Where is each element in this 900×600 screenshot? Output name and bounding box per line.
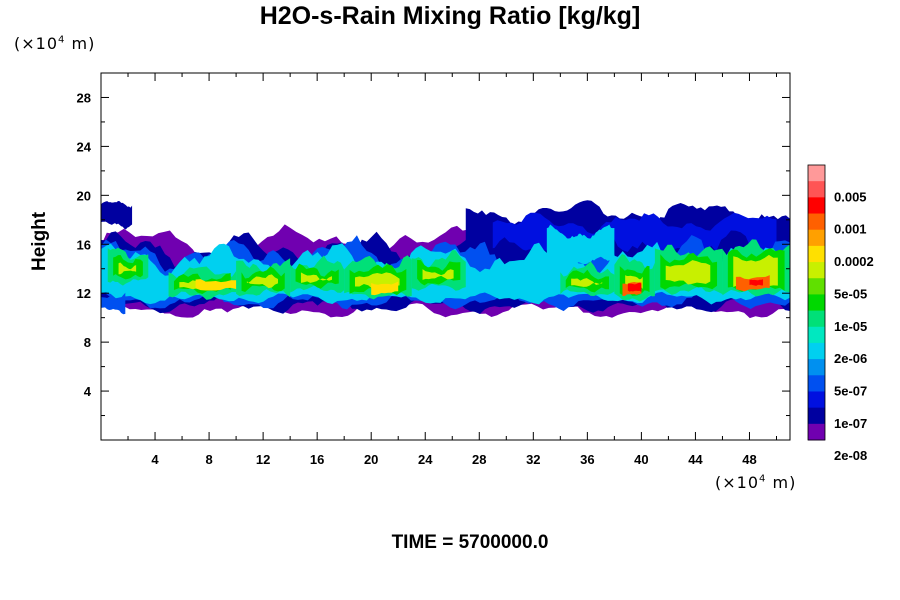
colorbar-label: 1e-05	[834, 319, 867, 334]
field-contour-cyan-patch	[546, 224, 615, 269]
colorbar-label: 0.001	[834, 222, 867, 237]
x-tick-label: 20	[364, 452, 378, 467]
time-annotation: TIME = 5700000.0	[391, 532, 549, 553]
colorbar-swatch	[808, 165, 825, 182]
colorbar-label: 2e-08	[834, 448, 867, 463]
mixing-ratio-field	[101, 200, 790, 319]
field-core	[749, 279, 763, 286]
x-tick-label: 16	[310, 452, 324, 467]
colorbar: 0.005 0.001 0.0002 5e-05 1e-05 2e-06 5e-07 1e-0…	[807, 164, 874, 463]
colorbar-swatch	[808, 359, 825, 376]
y-tick-label: 8	[84, 335, 91, 350]
field-contour-left-bottom	[101, 292, 126, 315]
colorbar-swatch	[808, 181, 825, 198]
colorbar-swatch	[808, 342, 825, 360]
y-axis-unit: (×104 m)	[14, 34, 96, 53]
colorbar-label: 5e-07	[834, 383, 867, 398]
colorbar-label: 0.0002	[834, 254, 874, 269]
field-contour-5e-05-core	[118, 262, 137, 275]
y-tick-label: 28	[77, 90, 91, 105]
colorbar-swatch	[808, 310, 825, 328]
colorbar-swatch	[808, 213, 825, 231]
x-tick-label: 40	[634, 452, 648, 467]
field-contour-5e-05-core	[422, 269, 454, 280]
y-tick-label: 4	[84, 384, 92, 399]
colorbar-label: 1e-07	[834, 416, 867, 431]
field-contour-5e-05-core	[300, 272, 333, 283]
chart-title: H2O-s-Rain Mixing Ratio [kg/kg]	[259, 2, 641, 30]
colorbar-swatch	[808, 229, 825, 247]
field-contour-left-top	[101, 201, 133, 230]
colorbar-swatch	[808, 197, 825, 215]
x-tick-label: 32	[526, 452, 540, 467]
y-axis: 4 8 12 16 20 24 28	[77, 72, 790, 417]
colorbar-swatch	[808, 407, 825, 425]
field-core	[371, 281, 399, 296]
colorbar-swatch	[808, 326, 825, 344]
colorbar-label: 2e-06	[834, 351, 867, 366]
colorbar-swatch	[808, 262, 825, 279]
field-contour-5e-05-core	[246, 274, 278, 289]
x-axis-unit: (×104 m)	[715, 473, 797, 492]
x-tick-label: 48	[742, 452, 756, 467]
x-axis: 4 8 12 16 20 24 28 32 36 40 44 48	[127, 73, 777, 467]
y-tick-label: 16	[77, 237, 91, 252]
colorbar-label: 0.005	[834, 189, 867, 204]
colorbar-swatch	[808, 423, 825, 441]
y-tick-label: 24	[77, 139, 92, 154]
x-tick-label: 4	[151, 452, 159, 467]
colorbar-swatch	[808, 278, 825, 295]
field-contour-5e-05-core	[571, 278, 603, 287]
field-core	[195, 279, 237, 291]
colorbar-swatch	[808, 294, 825, 312]
colorbar-swatch	[808, 391, 825, 409]
plot-frame	[100, 72, 791, 441]
colorbar-swatch	[808, 375, 825, 392]
colorbar-label: 5e-05	[834, 286, 867, 301]
y-tick-label: 20	[77, 188, 91, 203]
x-tick-label: 44	[688, 452, 703, 467]
colorbar-frame	[807, 164, 826, 441]
field-contour-5e-05	[417, 259, 461, 286]
x-tick-label: 24	[418, 452, 433, 467]
colorbar-swatch	[808, 245, 825, 263]
y-tick-label: 12	[77, 286, 91, 301]
x-tick-label: 36	[580, 452, 594, 467]
field-contour-5e-05-core	[665, 260, 711, 285]
x-tick-label: 12	[256, 452, 270, 467]
x-tick-label: 28	[472, 452, 486, 467]
field-core	[627, 282, 642, 292]
x-tick-label: 8	[205, 452, 212, 467]
